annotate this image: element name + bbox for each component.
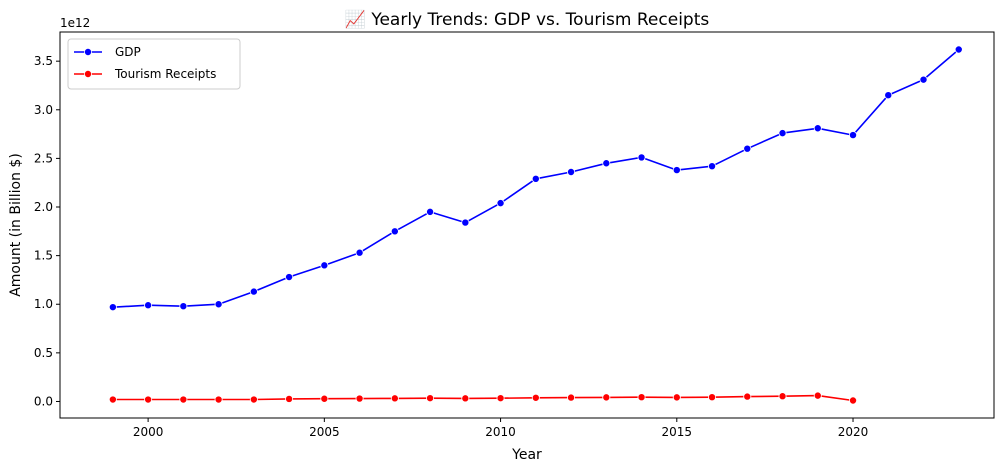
data-point-tourism-receipts — [214, 395, 223, 404]
data-point-gdp — [285, 273, 294, 282]
legend-label-tourism-receipts: Tourism Receipts — [114, 67, 216, 81]
legend-marker-tourism-receipts — [84, 70, 93, 79]
series-line-tourism-receipts — [112, 394, 854, 402]
data-point-tourism-receipts — [179, 395, 188, 404]
data-point-tourism-receipts — [355, 394, 364, 403]
x-tick-label: 2005 — [309, 425, 340, 439]
data-point-gdp — [849, 131, 858, 140]
data-point-gdp — [355, 248, 364, 257]
data-point-gdp — [214, 300, 223, 309]
data-point-gdp — [708, 162, 717, 171]
y-tick-label: 2.5 — [34, 151, 53, 165]
x-tick-label: 2010 — [485, 425, 516, 439]
data-point-gdp — [390, 227, 399, 236]
legend-marker-gdp — [84, 48, 93, 57]
data-point-gdp — [461, 218, 470, 227]
y-tick-label: 3.0 — [34, 103, 53, 117]
data-point-tourism-receipts — [567, 393, 576, 402]
y-axis-offset-label: 1e12 — [60, 16, 90, 30]
data-point-gdp — [249, 287, 258, 296]
data-point-gdp — [813, 124, 822, 133]
y-axis-label: Amount (in Billion $) — [8, 153, 24, 297]
legend: GDP Tourism Receipts — [67, 38, 241, 90]
data-point-tourism-receipts — [426, 394, 435, 403]
data-point-gdp — [884, 91, 893, 100]
data-point-tourism-receipts — [531, 393, 540, 402]
data-point-tourism-receipts — [108, 395, 117, 404]
data-point-gdp — [179, 302, 188, 311]
y-tick-label: 3.5 — [34, 54, 53, 68]
x-tick-label: 2015 — [662, 425, 693, 439]
data-point-tourism-receipts — [320, 394, 329, 403]
y-tick-label: 0.5 — [34, 346, 53, 360]
data-point-tourism-receipts — [743, 392, 752, 401]
data-point-gdp — [637, 153, 646, 162]
data-point-gdp — [672, 166, 681, 175]
data-point-tourism-receipts — [461, 394, 470, 403]
data-point-gdp — [567, 168, 576, 177]
chart-title: 📈 Yearly Trends: GDP vs. Tourism Receipt… — [345, 9, 710, 30]
data-point-gdp — [426, 207, 435, 216]
x-axis-label: Year — [511, 447, 542, 463]
data-point-gdp — [108, 303, 117, 312]
data-point-gdp — [602, 159, 611, 168]
data-point-tourism-receipts — [249, 395, 258, 404]
data-point-tourism-receipts — [849, 396, 858, 405]
legend-box — [67, 38, 241, 90]
y-tick-label: 2.0 — [34, 200, 53, 214]
data-point-gdp — [743, 144, 752, 153]
data-point-gdp — [320, 261, 329, 270]
data-point-gdp — [144, 301, 153, 310]
plot-area — [108, 45, 963, 405]
data-point-tourism-receipts — [637, 393, 646, 402]
data-point-tourism-receipts — [602, 393, 611, 402]
y-tick-label: 1.0 — [34, 297, 53, 311]
x-tick-label: 2000 — [133, 425, 164, 439]
y-tick-label: 0.0 — [34, 394, 53, 408]
data-point-tourism-receipts — [672, 393, 681, 402]
data-point-gdp — [778, 129, 787, 138]
data-point-gdp — [531, 174, 540, 183]
data-point-tourism-receipts — [813, 391, 822, 400]
x-tick-label: 2020 — [838, 425, 869, 439]
data-point-tourism-receipts — [496, 394, 505, 403]
axis-ticks: 2000 2005 2010 2015 2020 0.0 0.5 1.0 1.5 2.0 2.5 3.… — [34, 54, 868, 439]
plot-frame — [59, 31, 995, 419]
data-point-tourism-receipts — [144, 395, 153, 404]
data-point-tourism-receipts — [390, 394, 399, 403]
data-point-tourism-receipts — [285, 394, 294, 403]
data-point-gdp — [496, 199, 505, 208]
data-point-tourism-receipts — [778, 392, 787, 401]
legend-label-gdp: GDP — [115, 45, 141, 59]
data-point-gdp — [954, 45, 963, 54]
y-tick-label: 1.5 — [34, 249, 53, 263]
data-point-gdp — [919, 75, 928, 84]
data-point-tourism-receipts — [708, 393, 717, 402]
